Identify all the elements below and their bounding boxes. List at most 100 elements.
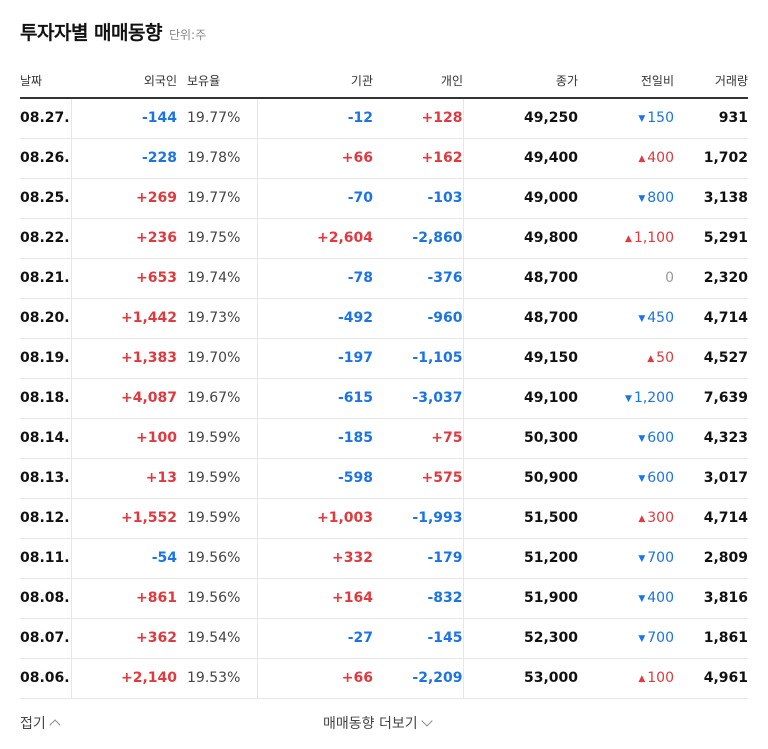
cell-individual: -376 <box>373 258 464 299</box>
cell-close: 50,900 <box>463 458 578 499</box>
cell-foreign: +1,383 <box>71 338 177 379</box>
cell-institution: +1,003 <box>257 498 373 539</box>
cell-institution: -197 <box>257 338 373 379</box>
cell-volume: 931 <box>674 98 748 139</box>
cell-date: 08.20. <box>20 298 72 339</box>
change-value: 800 <box>647 190 674 206</box>
fold-button[interactable]: 접기 <box>20 713 61 733</box>
cell-institution: -615 <box>257 378 373 419</box>
cell-individual: -1,105 <box>373 338 464 379</box>
cell-date: 08.26. <box>20 138 72 179</box>
cell-volume: 3,138 <box>674 178 748 219</box>
table-row: 08.08. +861 19.56% +164 -832 51,900 ▼ 400 3,816 <box>20 578 748 619</box>
cell-holding: 19.59% <box>177 458 258 499</box>
triangle-up-icon: ▲ <box>638 674 646 684</box>
change-value: 1,200 <box>633 390 674 406</box>
unit-label: 단위:주 <box>168 28 207 42</box>
cell-volume: 7,639 <box>674 378 748 419</box>
more-trend-button[interactable]: 매매동향 더보기 <box>323 713 433 733</box>
cell-holding: 19.59% <box>177 498 258 539</box>
change-value: 150 <box>647 110 674 127</box>
cell-volume: 3,816 <box>674 578 748 619</box>
cell-date: 08.14. <box>20 418 72 459</box>
change-value: 700 <box>647 630 674 646</box>
cell-foreign: +653 <box>71 258 177 299</box>
cell-foreign: +1,442 <box>71 298 177 339</box>
cell-individual: +75 <box>373 418 464 459</box>
cell-change: ▼ 400 <box>578 578 674 619</box>
table-row: 08.21. +653 19.74% -78 -376 48,700 0 2,320 <box>20 258 748 299</box>
page-title: 투자자별 매매동향 <box>20 22 162 44</box>
cell-date: 08.19. <box>20 338 72 379</box>
cell-holding: 19.56% <box>177 538 258 579</box>
cell-individual: +128 <box>373 98 464 139</box>
cell-close: 49,000 <box>463 178 578 219</box>
cell-date: 08.27. <box>20 98 72 139</box>
cell-institution: +66 <box>257 658 373 699</box>
cell-volume: 4,714 <box>674 298 748 339</box>
table-row: 08.18. +4,087 19.67% -615 -3,037 49,100 ▼ 1,200… <box>20 378 748 419</box>
table-row: 08.20. +1,442 19.73% -492 -960 48,700 ▼ 450 4,71… <box>20 298 748 339</box>
cell-close: 48,700 <box>463 258 578 299</box>
cell-holding: 19.54% <box>177 618 258 659</box>
cell-institution: +332 <box>257 538 373 579</box>
cell-individual: +162 <box>373 138 464 179</box>
cell-individual: -103 <box>373 178 464 219</box>
cell-holding: 19.53% <box>177 658 258 699</box>
cell-date: 08.25. <box>20 178 72 219</box>
cell-holding: 19.77% <box>177 98 258 139</box>
cell-change: ▼ 150 <box>578 98 674 139</box>
cell-change: ▼ 600 <box>578 458 674 499</box>
cell-date: 08.21. <box>20 258 72 299</box>
more-trend-label: 매매동향 더보기 <box>323 716 418 732</box>
table-row: 08.22. +236 19.75% +2,604 -2,860 49,800 ▲ 1,100… <box>20 218 748 259</box>
panel-footer: 접기 매매동향 더보기 <box>20 709 748 737</box>
cell-holding: 19.73% <box>177 298 258 339</box>
cell-foreign: +1,552 <box>71 498 177 539</box>
cell-foreign: +236 <box>71 218 177 259</box>
cell-close: 53,000 <box>463 658 578 699</box>
triangle-down-icon: ▼ <box>638 314 646 324</box>
col-header-foreign: 외국인 <box>71 64 177 99</box>
cell-individual: -179 <box>373 538 464 579</box>
table-row: 08.13. +13 19.59% -598 +575 50,900 ▼ 600 3,017 <box>20 458 748 499</box>
cell-individual: -145 <box>373 618 464 659</box>
triangle-down-icon: ▼ <box>638 634 646 644</box>
cell-close: 52,300 <box>463 618 578 659</box>
cell-holding: 19.74% <box>177 258 258 299</box>
cell-institution: -12 <box>257 98 373 139</box>
change-value: 450 <box>647 310 674 326</box>
cell-foreign: +13 <box>71 458 177 499</box>
cell-change: 0 <box>578 258 674 299</box>
cell-institution: -598 <box>257 458 373 499</box>
cell-volume: 5,291 <box>674 218 748 259</box>
cell-change: ▲ 100 <box>578 658 674 699</box>
cell-change: ▲ 1,100 <box>578 218 674 259</box>
cell-foreign: +100 <box>71 418 177 459</box>
cell-holding: 19.77% <box>177 178 258 219</box>
chevron-up-icon <box>49 719 61 731</box>
cell-date: 08.06. <box>20 658 72 699</box>
cell-date: 08.11. <box>20 538 72 579</box>
cell-foreign: +861 <box>71 578 177 619</box>
cell-date: 08.18. <box>20 378 72 419</box>
table-row: 08.12. +1,552 19.59% +1,003 -1,993 51,500 ▲ 300… <box>20 498 748 539</box>
table-header-row: 날짜 외국인 보유율 기관 개인 종가 전일비 거래량 <box>20 64 748 99</box>
table-row: 08.19. +1,383 19.70% -197 -1,105 49,150 ▲ 50 4,5… <box>20 338 748 379</box>
cell-change: ▲ 50 <box>578 338 674 379</box>
cell-individual: -2,209 <box>373 658 464 699</box>
panel-header: 투자자별 매매동향 단위:주 <box>20 0 748 64</box>
cell-change: ▼ 1,200 <box>578 378 674 419</box>
cell-change: ▼ 600 <box>578 418 674 459</box>
triangle-down-icon: ▼ <box>638 114 646 125</box>
cell-holding: 19.67% <box>177 378 258 419</box>
cell-institution: +2,604 <box>257 218 373 259</box>
cell-close: 51,200 <box>463 538 578 579</box>
cell-close: 49,150 <box>463 338 578 379</box>
triangle-down-icon: ▼ <box>638 554 646 564</box>
cell-date: 08.12. <box>20 498 72 539</box>
triangle-down-icon: ▼ <box>638 194 646 204</box>
fold-label: 접기 <box>20 716 46 732</box>
cell-individual: +575 <box>373 458 464 499</box>
change-value: 400 <box>647 590 674 606</box>
